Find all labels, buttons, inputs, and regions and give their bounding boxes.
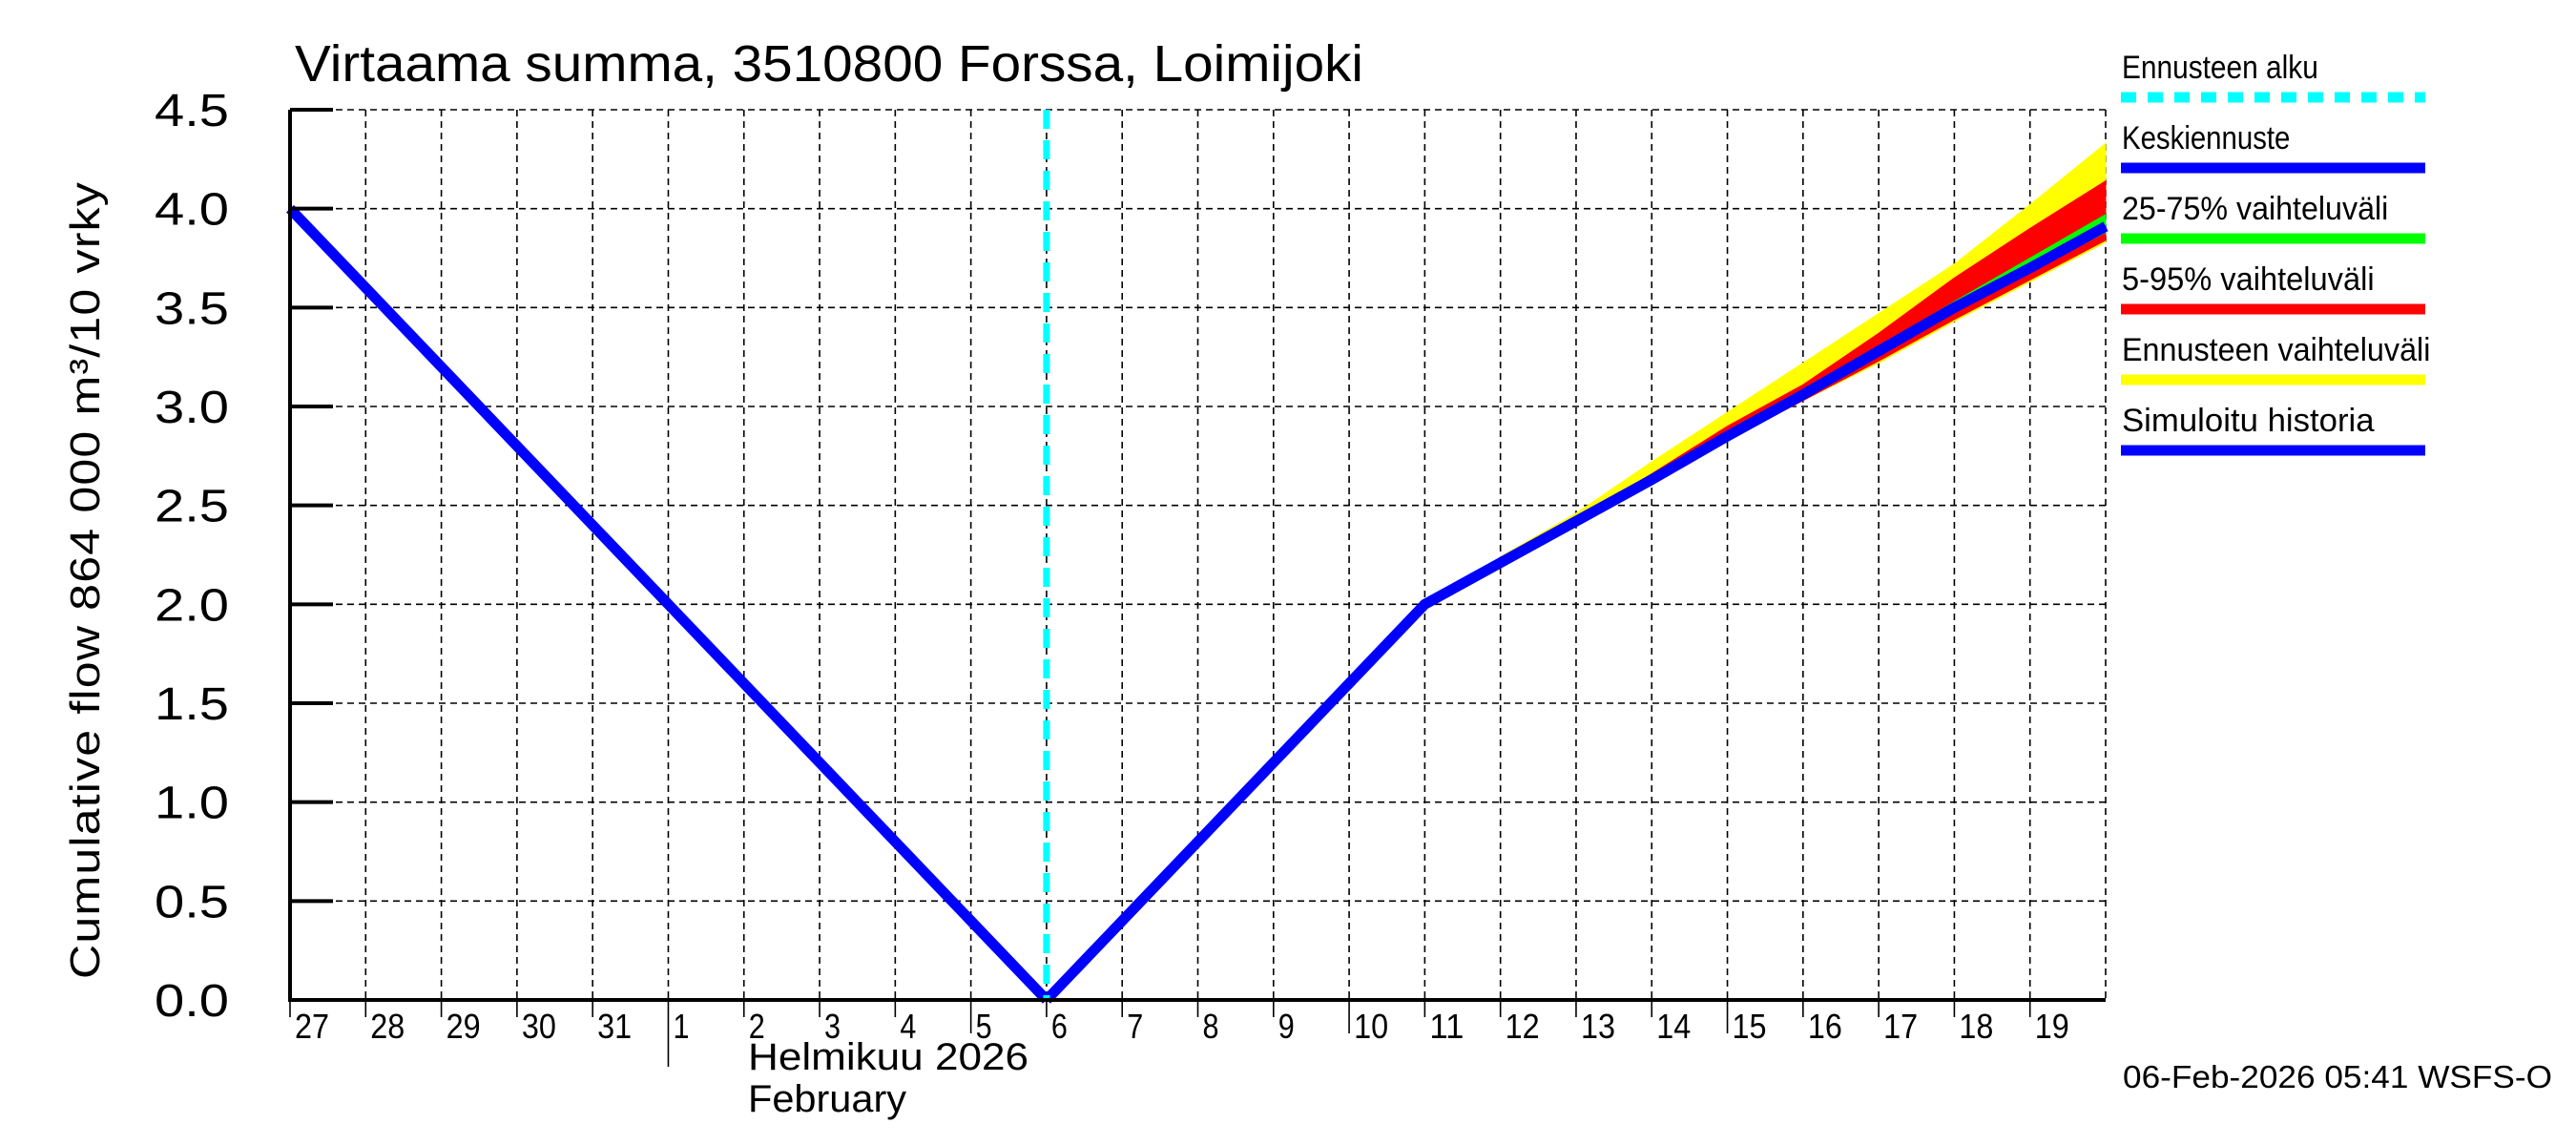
x-tick-label: 16 xyxy=(1808,1007,1842,1046)
x-tick-label: 8 xyxy=(1203,1007,1219,1046)
y-tick-labels: 0.0 0.5 1.0 1.5 2.0 2.5 3.0 3.5 4.0 4.5 xyxy=(155,86,229,1027)
x-tick-label: 29 xyxy=(447,1007,481,1046)
chart-title: Virtaama summa, 3510800 Forssa, Loimijok… xyxy=(295,35,1363,93)
legend-label: Ennusteen vaihteluväli xyxy=(2122,332,2430,368)
y-tick-label: 1.5 xyxy=(155,679,229,730)
legend-label: Ennusteen alku xyxy=(2122,50,2318,86)
legend-label: 5-95% vaihteluväli xyxy=(2122,261,2375,298)
plot-grid xyxy=(290,109,2107,1000)
x-tick-label: 5 xyxy=(976,1007,992,1046)
y-tick-label: 3.0 xyxy=(155,383,229,433)
x-tick-label: 14 xyxy=(1656,1007,1691,1046)
x-tick-label: 12 xyxy=(1506,1007,1540,1046)
y-tick-label: 3.5 xyxy=(155,283,229,334)
y-tick-label: 0.0 xyxy=(155,976,229,1027)
x-tick-label: 13 xyxy=(1581,1007,1615,1046)
x-tick-label: 9 xyxy=(1278,1007,1295,1046)
plot-axes xyxy=(288,108,2106,1067)
legend: Ennusteen alku Keskiennuste 25-75% vaihtel… xyxy=(2121,50,2430,456)
x-tick-label: 31 xyxy=(597,1007,632,1046)
y-tick-label: 4.0 xyxy=(155,185,229,236)
x-tick-label: 19 xyxy=(2035,1007,2069,1046)
x-tick-label: 17 xyxy=(1883,1007,1918,1046)
month-label-fi: Helmikuu 2026 xyxy=(748,1036,1028,1078)
legend-label: Keskiennuste xyxy=(2122,120,2290,156)
x-tick-label: 7 xyxy=(1127,1007,1143,1046)
y-tick-label: 2.0 xyxy=(155,580,229,631)
x-tick-label: 30 xyxy=(522,1007,556,1046)
x-tick-label: 27 xyxy=(295,1007,329,1046)
mean-forecast-line xyxy=(1042,221,2109,1004)
series-lines xyxy=(286,110,2109,1004)
month-label-en: February xyxy=(748,1078,906,1120)
legend-label: 25-75% vaihteluväli xyxy=(2122,191,2388,227)
x-tick-label: 28 xyxy=(370,1007,405,1046)
x-tick-label: 11 xyxy=(1429,1007,1464,1046)
x-tick-label: 15 xyxy=(1733,1007,1767,1046)
x-tick-label: 1 xyxy=(673,1007,689,1046)
y-tick-label: 0.5 xyxy=(155,877,229,927)
x-tick-label: 18 xyxy=(1959,1007,1993,1046)
x-tick-labels: 27 28 29 30 31 1 2 3 4 5 6 7 8 9 10 11 12 13 14 15 16 17 18 19 xyxy=(295,1007,2069,1046)
y-tick-label: 1.0 xyxy=(155,779,229,829)
x-tick-label: 3 xyxy=(824,1007,841,1046)
x-tick-label: 6 xyxy=(1051,1007,1068,1046)
legend-label: Simuloitu historia xyxy=(2122,403,2375,439)
x-tick-label: 10 xyxy=(1354,1007,1388,1046)
y-tick-label: 4.5 xyxy=(155,86,229,136)
x-tick-label: 2 xyxy=(749,1007,765,1046)
simulated-history-line xyxy=(286,204,1050,1004)
x-tick-label: 4 xyxy=(900,1007,916,1046)
y-axis-label: Cumulative flow 864 000 m³/10 vrky xyxy=(62,181,109,979)
timestamp: 06-Feb-2026 05:41 WSFS-O xyxy=(2123,1059,2552,1094)
y-tick-label: 2.5 xyxy=(155,482,229,532)
